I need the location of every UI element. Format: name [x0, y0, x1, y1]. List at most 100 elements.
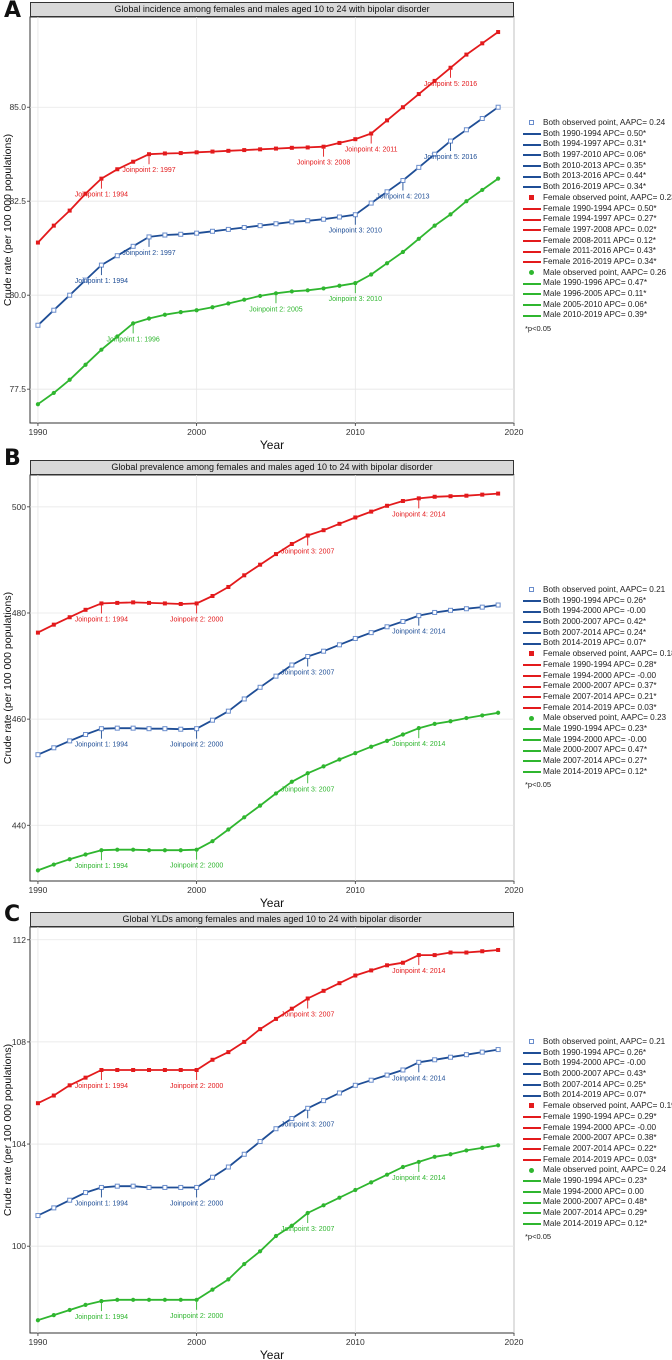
data-point-male	[162, 312, 167, 317]
data-point-female	[480, 949, 485, 954]
legend-symbol	[523, 280, 541, 288]
data-point-male	[289, 289, 294, 294]
data-point-male	[99, 347, 104, 352]
data-point-female	[385, 118, 390, 123]
legend-item: Both 1994-2000 APC= -0.00	[523, 606, 672, 617]
data-point-male	[210, 305, 215, 310]
legend-symbol	[523, 205, 541, 213]
data-point-female	[432, 78, 437, 83]
joinpoint-label: Joinpoint 1: 1994	[75, 1314, 128, 1321]
data-point-female	[289, 1006, 294, 1011]
data-point-female	[464, 950, 469, 955]
legend-symbol	[523, 151, 541, 159]
legend-symbol	[523, 183, 541, 191]
legend-label: Female 2000-2007 APC= 0.38*	[543, 1133, 657, 1143]
data-point-both	[384, 1072, 390, 1078]
data-point-male	[226, 301, 231, 306]
joinpoint-label: Joinpoint 2: 2000	[170, 1083, 223, 1090]
legend-symbol	[523, 715, 541, 723]
data-point-male	[337, 757, 342, 762]
data-point-female	[496, 491, 501, 496]
legend-item: Female 2008-2011 APC= 0.12*	[523, 236, 672, 247]
data-point-both	[98, 726, 104, 732]
legend-symbol	[523, 1060, 541, 1068]
legend-label: Male 1990-1996 APC= 0.47*	[543, 278, 648, 288]
data-point-male	[146, 848, 152, 853]
legend-item: Male 2014-2019 APC= 0.12*	[523, 1219, 672, 1230]
legend-symbol	[523, 258, 541, 266]
panel-c: C Global YLDs among females and males ag…	[0, 902, 672, 1360]
legend-symbol	[523, 1049, 541, 1057]
data-point-male	[146, 1297, 152, 1302]
legend-item: Male 2000-2007 APC= 0.47*	[523, 745, 672, 756]
data-point-male	[83, 362, 88, 367]
data-point-female	[226, 148, 231, 153]
data-point-both	[178, 231, 184, 237]
legend-item: Both 2007-2014 APC= 0.24*	[523, 628, 672, 639]
data-point-male	[305, 288, 310, 293]
data-point-female	[35, 240, 40, 245]
legend-symbol	[523, 693, 541, 701]
legend-item: Both 2016-2019 APC= 0.34*	[523, 182, 672, 193]
legend-item: Male 2005-2010 APC= 0.06*	[523, 300, 672, 311]
joinpoint-label: Joinpoint 1: 1994	[75, 616, 128, 623]
data-point-male	[210, 839, 215, 844]
data-point-both	[495, 104, 501, 110]
joinpoint-label: Joinpoint 4: 2014	[392, 1075, 445, 1082]
data-point-male	[289, 779, 294, 784]
x-axis-label: Year	[260, 438, 284, 452]
data-point-female	[496, 947, 501, 952]
joinpoint-label: Joinpoint 2: 2000	[170, 863, 223, 870]
legend-label: Both 2007-2014 APC= 0.24*	[543, 627, 647, 637]
data-point-male	[35, 1318, 41, 1323]
data-point-both	[51, 1205, 57, 1211]
joinpoint-label: Joinpoint 4: 2014	[392, 629, 445, 636]
legend-item: Female 2014-2019 APC= 0.03*	[523, 703, 672, 714]
data-point-both	[463, 1052, 469, 1058]
data-point-female	[273, 552, 278, 557]
data-point-both	[416, 164, 422, 170]
legend-label: Female 2014-2019 APC= 0.03*	[543, 1154, 657, 1164]
joinpoint-label: Joinpoint 2: 1997	[122, 250, 175, 257]
legend-item: Male 1996-2005 APC= 0.11*	[523, 289, 672, 300]
data-point-male	[384, 1172, 390, 1177]
legend-label: Female 2007-2014 APC= 0.21*	[543, 691, 657, 701]
legend-symbol	[523, 1156, 541, 1164]
data-point-female	[258, 1027, 263, 1032]
data-point-both	[368, 1077, 374, 1083]
y-tick-label: 80.0	[9, 290, 26, 300]
legend-label: Both 2016-2019 APC= 0.34*	[543, 182, 647, 192]
data-point-both	[495, 1047, 501, 1053]
legend-label: Male 1994-2000 APC= -0.00	[543, 734, 647, 744]
legend-label: Male 2014-2019 APC= 0.12*	[543, 766, 648, 776]
x-tick-label: 2010	[346, 427, 365, 437]
data-point-both	[432, 609, 438, 615]
data-point-male	[99, 848, 104, 853]
data-point-male	[448, 719, 453, 724]
y-tick-label: 500	[12, 502, 26, 512]
data-point-male	[369, 744, 374, 749]
data-point-female	[258, 562, 263, 567]
data-point-both	[400, 178, 406, 184]
data-point-female	[337, 140, 342, 145]
data-point-both	[67, 738, 73, 744]
data-point-female	[210, 594, 215, 599]
legend-symbol	[523, 704, 541, 712]
chart-b: 1990 2000 2010 2020 440 460 480 500 Year Crude ra…	[2, 474, 524, 910]
data-point-female	[289, 541, 294, 546]
legend-symbol	[523, 683, 541, 691]
data-point-both	[225, 708, 231, 714]
legend-label: Male 2000-2007 APC= 0.48*	[543, 1197, 648, 1207]
legend-item: Female observed point, AAPC= 0.19	[523, 1101, 672, 1112]
legend-item: Male 2000-2007 APC= 0.48*	[523, 1197, 672, 1208]
x-tick-label: 2000	[187, 885, 206, 895]
data-point-male	[35, 402, 41, 407]
data-point-both	[257, 684, 263, 690]
legend-symbol	[523, 290, 541, 298]
legend-item: Both 2000-2007 APC= 0.42*	[523, 617, 672, 628]
legend-symbol	[523, 629, 541, 637]
data-point-both	[384, 624, 390, 630]
data-point-female	[147, 600, 152, 605]
data-point-male	[416, 1159, 421, 1165]
joinpoint-label: Joinpoint 4: 2014	[392, 1175, 445, 1182]
